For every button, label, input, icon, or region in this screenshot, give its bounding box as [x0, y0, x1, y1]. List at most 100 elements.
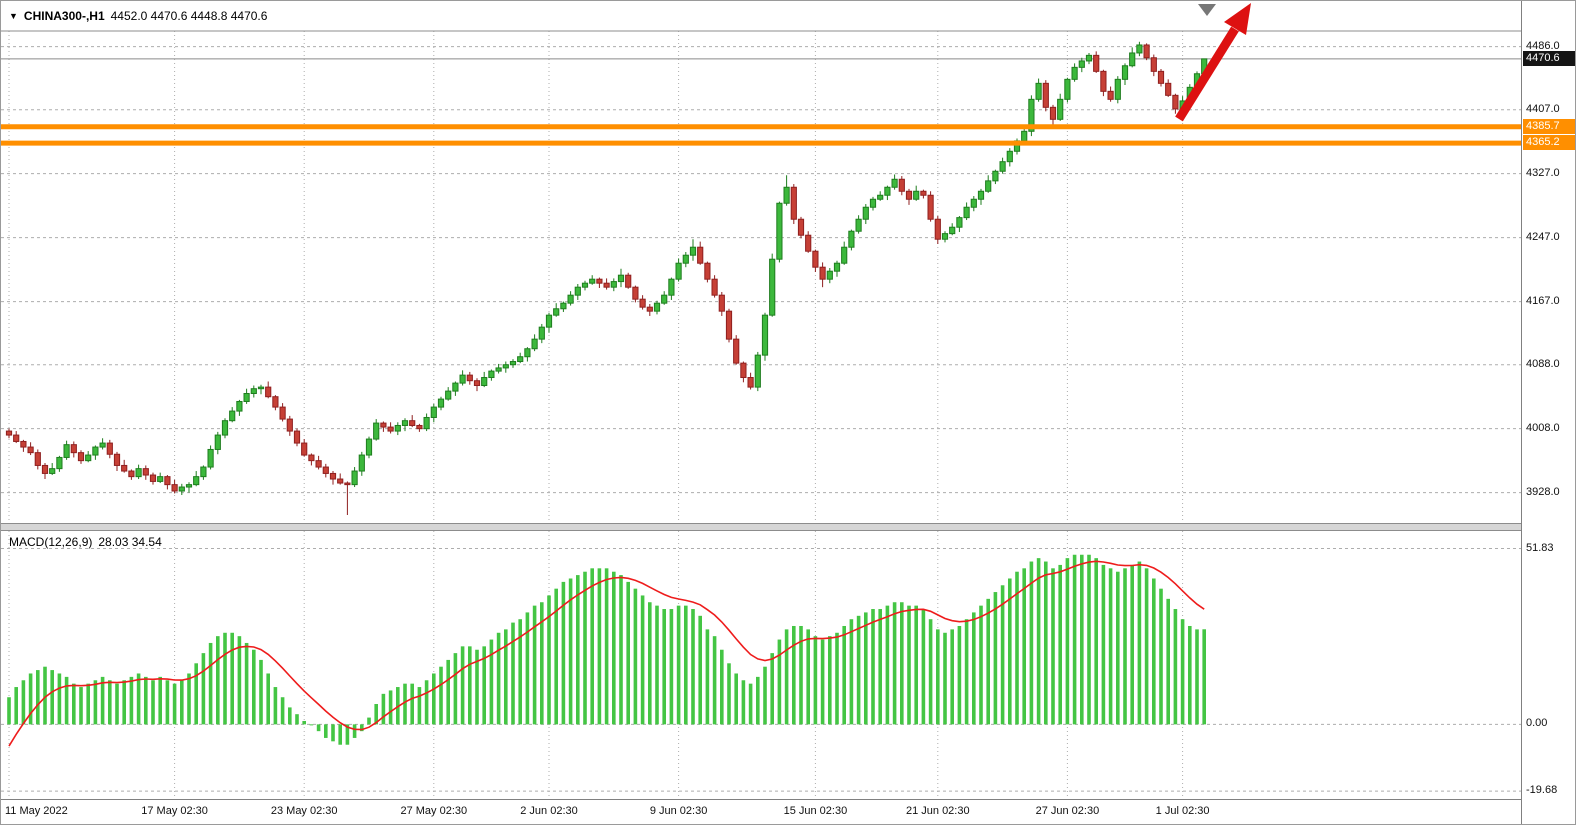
- candle-body: [704, 262, 711, 280]
- candle-body: [553, 308, 560, 316]
- candle-body: [783, 186, 790, 204]
- signal-line: [8, 560, 1205, 747]
- macd-bar: [993, 592, 998, 725]
- macd-bar: [684, 605, 688, 725]
- macd-bar: [504, 629, 508, 725]
- pane-separator[interactable]: [1, 523, 1521, 531]
- macd-bar: [367, 717, 371, 725]
- macd-bar: [907, 605, 911, 725]
- candle-body: [243, 393, 250, 402]
- macd-bar: [86, 683, 90, 725]
- macd-bar: [518, 619, 522, 725]
- candle-body: [459, 374, 466, 384]
- candle-body: [589, 278, 596, 284]
- macd-bar: [540, 602, 544, 725]
- macd-bar: [986, 598, 990, 725]
- macd-bar: [1116, 571, 1120, 725]
- macd-bar: [842, 625, 846, 725]
- candle-body: [394, 424, 401, 432]
- macd-bar: [828, 636, 832, 725]
- macd-bar: [1180, 619, 1185, 725]
- candle-body: [625, 274, 632, 288]
- candle-body: [970, 198, 977, 208]
- candle-body: [34, 452, 41, 466]
- macd-bar: [1108, 568, 1113, 725]
- candle-body: [898, 178, 905, 192]
- level-price-badge: 4365.2: [1523, 135, 1575, 151]
- macd-bar: [424, 680, 429, 725]
- macd-bar: [180, 680, 184, 725]
- candle-body: [776, 202, 783, 260]
- candle-body: [797, 218, 805, 236]
- candle-body: [77, 452, 85, 462]
- macd-tick-label: -19.68: [1526, 784, 1558, 797]
- macd-bar: [568, 578, 573, 725]
- macd-bar: [21, 680, 26, 725]
- candle-body: [149, 474, 157, 482]
- time-axis[interactable]: 11 May 2022 17 May 02:30 23 May 02:30 27 Ma…: [1, 799, 1521, 824]
- price-axis[interactable]: 4486.0 4407.0 4327.0 4247.0 4167.0 4088.0 4008…: [1521, 1, 1575, 824]
- macd-bar: [1065, 558, 1070, 725]
- candle-body: [639, 298, 646, 308]
- candle-body: [481, 377, 488, 387]
- candle-body: [1157, 70, 1165, 84]
- candle-body: [1049, 106, 1057, 120]
- candle-body: [740, 362, 747, 379]
- macd-bar: [144, 676, 148, 725]
- macd-bar: [352, 724, 357, 738]
- macd-bar: [7, 697, 11, 725]
- current-price-badge: 4470.6: [1523, 50, 1575, 66]
- macd-bar: [57, 673, 62, 725]
- candle-body: [409, 420, 416, 426]
- macd-bar: [1144, 568, 1149, 725]
- candle-body: [142, 468, 149, 476]
- macd-bar: [446, 659, 450, 725]
- time-axis-label: 27 Jun 02:30: [1035, 805, 1100, 817]
- macd-bar: [187, 673, 191, 725]
- time-axis-label: 23 May 02:30: [270, 805, 338, 817]
- candle-body: [106, 442, 113, 455]
- macd-bar: [835, 632, 839, 725]
- candle-body: [1143, 44, 1150, 59]
- macd-bar: [194, 663, 198, 725]
- candle-body: [610, 281, 617, 288]
- candle-body: [646, 306, 653, 312]
- candle-body: [207, 448, 214, 468]
- macd-bar: [273, 687, 278, 725]
- macd-bar: [266, 673, 270, 725]
- macd-bar: [547, 595, 551, 725]
- macd-canvas[interactable]: [1, 531, 1521, 799]
- macd-bar: [201, 653, 206, 725]
- macd-tick-label: 51.83: [1526, 541, 1554, 554]
- macd-bar: [432, 673, 436, 725]
- time-axis-label: 9 Jun 02:30: [649, 805, 708, 817]
- candle-body: [841, 246, 848, 264]
- candle-body: [387, 426, 394, 432]
- macd-bar: [619, 575, 623, 725]
- candle-body: [596, 278, 603, 284]
- candle-body: [920, 190, 927, 196]
- candle-body: [373, 422, 380, 440]
- macd-bar: [115, 683, 119, 725]
- candle-body: [1150, 57, 1157, 72]
- macd-bar: [345, 724, 350, 745]
- candle-body: [430, 406, 437, 418]
- candle-body: [229, 410, 236, 422]
- time-axis-label: 27 May 02:30: [400, 805, 468, 817]
- candle-body: [272, 396, 279, 408]
- candle-body: [934, 218, 941, 240]
- candle-body: [27, 446, 34, 454]
- candle-body: [1028, 98, 1035, 132]
- candle-body: [286, 418, 293, 432]
- candle-body: [257, 386, 265, 390]
- candle-body: [999, 161, 1006, 172]
- price-chart-canvas[interactable]: [1, 5, 1521, 523]
- candle-body: [401, 420, 409, 426]
- candle-body: [164, 476, 171, 486]
- candle-body: [1100, 70, 1107, 92]
- candle-body: [85, 454, 92, 462]
- macd-bar: [1051, 568, 1055, 725]
- candle-body: [560, 302, 567, 310]
- candle-body: [1165, 82, 1172, 96]
